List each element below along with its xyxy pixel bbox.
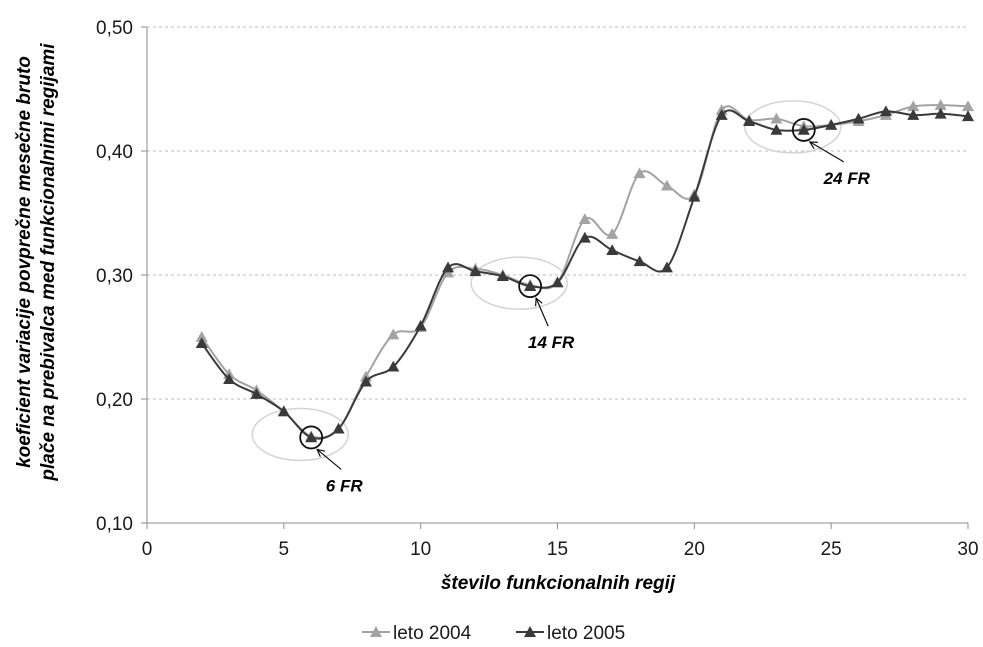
y-axis-title: koeficient variacije povprečne mesečne b… <box>14 43 59 482</box>
annotation-arrow-1 <box>535 297 549 327</box>
y-tick-label-0: 0,10 <box>96 514 133 535</box>
data-point <box>660 261 673 273</box>
data-point <box>606 228 619 239</box>
data-point <box>852 112 865 124</box>
data-point <box>223 373 236 384</box>
legend-label-2004: leto 2004 <box>393 623 472 644</box>
data-point <box>195 337 208 348</box>
annotation-arrowhead-1 <box>535 296 543 307</box>
highlight-ellipse-0 <box>251 407 350 462</box>
data-point <box>633 255 646 267</box>
gridlines <box>147 26 968 400</box>
annotation-circle-2 <box>791 118 816 142</box>
data-point <box>578 213 591 224</box>
x-tick-label-6: 30 <box>957 539 978 560</box>
x-tick-label-2: 10 <box>410 539 431 560</box>
data-point <box>387 328 400 340</box>
data-point <box>743 115 756 127</box>
data-point <box>633 167 646 179</box>
series-line-1 <box>200 109 969 440</box>
annotations: 6 FR 14 FR 24 FR <box>299 118 871 495</box>
data-point <box>442 261 455 273</box>
annotation-arrow-2 <box>809 141 845 163</box>
data-point <box>907 109 920 120</box>
data-point <box>551 276 564 288</box>
data-point <box>934 107 947 119</box>
data-point <box>770 112 783 124</box>
data-point <box>387 360 400 372</box>
data-point <box>962 110 974 122</box>
data-point <box>606 244 619 255</box>
data-point <box>907 100 920 112</box>
legend-swatch-2004-marker <box>370 626 382 637</box>
annotation-label-0: 6 FR <box>326 476 364 495</box>
annotation-circle-0 <box>299 425 324 450</box>
annotation-label-1: 14 FR <box>528 333 575 352</box>
y-tick-label-3: 0,40 <box>96 142 133 163</box>
data-point <box>934 99 947 110</box>
data-point <box>496 270 509 282</box>
legend-item-2004: leto 2004 <box>362 623 472 644</box>
annotation-arrowhead-2 <box>808 141 818 149</box>
data-point <box>305 431 318 443</box>
series-line-0 <box>200 104 969 439</box>
data-point <box>578 231 591 243</box>
data-point <box>715 109 728 120</box>
y-tick-label-1: 0,20 <box>96 390 133 411</box>
data-point <box>277 405 290 417</box>
annotation-label-2: 24 FR <box>823 169 871 188</box>
x-tick-label-0: 0 <box>142 539 153 560</box>
data-point <box>770 123 783 135</box>
data-point <box>195 331 208 342</box>
y-axis-title-line2: plače na prebivalca med funkcionalnimi r… <box>38 43 59 482</box>
legend-item-2005: leto 2005 <box>516 623 625 644</box>
data-point <box>332 422 345 434</box>
highlight-ellipse-2 <box>744 100 842 154</box>
legend: leto 2004 leto 2005 <box>362 623 625 644</box>
axes <box>141 26 969 529</box>
data-point <box>688 190 701 202</box>
legend-label-2005: leto 2005 <box>547 623 625 644</box>
x-tick-label-4: 20 <box>684 539 705 560</box>
data-point <box>825 118 838 130</box>
x-tick-label-1: 5 <box>279 539 290 560</box>
data-point <box>879 105 892 117</box>
annotation-circle-1 <box>518 274 543 299</box>
data-point <box>414 319 427 331</box>
series-0 <box>195 99 974 441</box>
series <box>195 99 974 443</box>
y-tick-label-4: 0,50 <box>96 18 133 39</box>
x-axis-title: število funkcionalnih regij <box>441 573 676 594</box>
data-point <box>469 265 482 277</box>
x-tick-label-5: 25 <box>821 539 842 560</box>
highlight-ellipse-1 <box>470 256 568 310</box>
data-point <box>797 123 810 135</box>
annotation-arrow-0 <box>316 448 342 470</box>
data-point <box>359 375 372 387</box>
series-1 <box>195 105 974 443</box>
y-axis-title-line1: koeficient variacije povprečne mesečne b… <box>14 56 35 468</box>
data-point <box>660 179 673 191</box>
annotation-arrowhead-0 <box>316 448 326 458</box>
data-point <box>524 280 537 291</box>
data-point <box>962 100 974 112</box>
data-point <box>250 388 263 399</box>
highlight-ellipses <box>251 100 842 462</box>
x-tick-label-3: 15 <box>547 539 568 560</box>
y-tick-label-2: 0,30 <box>96 266 133 287</box>
tick-labels: 0,10 0,20 0,30 0,40 0,50 0 5 10 15 20 25 30 <box>96 18 979 560</box>
legend-swatch-2005-marker <box>524 626 536 637</box>
